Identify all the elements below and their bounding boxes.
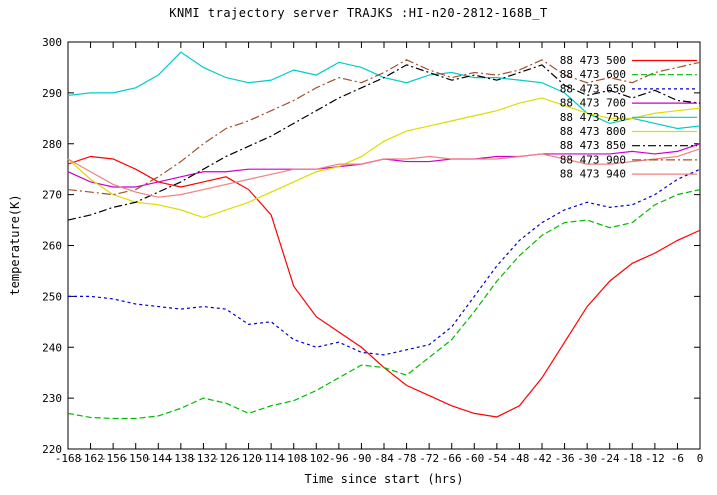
x-tick-label: -84 [374,452,394,465]
x-tick-label: -138 [168,452,195,465]
x-tick-label: -12 [645,452,665,465]
y-tick-label: 240 [42,341,62,354]
legend-label: 88 473 850 [560,139,626,152]
y-tick-label: 250 [42,290,62,303]
x-tick-label: -132 [190,452,217,465]
x-tick-label: -72 [419,452,439,465]
x-tick-label: -144 [145,452,172,465]
series-lines [67,51,701,420]
legend-label: 88 473 650 [560,82,626,95]
legend-label: 88 473 800 [560,125,626,138]
legend-label: 88 473 940 [560,168,626,181]
x-tick-label: -78 [397,452,417,465]
legend-label: 88 473 700 [560,97,626,110]
x-tick-label: -126 [213,452,240,465]
x-tick-label: -96 [329,452,349,465]
x-tick-label: -90 [351,452,371,465]
x-tick-label: -6 [671,452,684,465]
x-tick-label: -156 [100,452,127,465]
x-tick-label: -60 [464,452,484,465]
x-tick-label: -66 [442,452,462,465]
y-tick-label: 260 [42,240,62,253]
x-tick-label: -162 [77,452,104,465]
x-tick-label: -54 [487,452,507,465]
y-tick-label: 280 [42,138,62,151]
chart-title: KNMI trajectory server TRAJKS :HI-n20-28… [169,6,548,20]
y-tick-label: 230 [42,392,62,405]
y-tick-label: 300 [42,36,62,49]
x-tick-label: -108 [280,452,307,465]
x-tick-label: -30 [577,452,597,465]
x-tick-label: 0 [697,452,704,465]
x-tick-label: -114 [258,452,285,465]
y-tick-label: 290 [42,87,62,100]
x-tick-label: -24 [600,452,620,465]
legend-label: 88 473 750 [560,111,626,124]
x-tick-label: -36 [555,452,575,465]
x-tick-label: -48 [509,452,529,465]
series-88-473-500 [67,155,701,418]
x-tick-label: -42 [532,452,552,465]
y-ticks: 220 230 240 250 260 270 280 290 300 [42,36,700,456]
x-axis-label: Time since start (hrs) [304,472,464,486]
series-88-473-940 [67,148,701,198]
x-tick-label: -168 [55,452,82,465]
series-88-473-650 [68,168,701,356]
x-tick-label: -18 [622,452,642,465]
series-88-473-850 [67,64,701,221]
x-tick-label: -102 [303,452,330,465]
series-88-473-800 [67,97,701,219]
series-88-473-600 [67,188,701,420]
legend-label: 88 473 900 [560,153,626,166]
x-tick-label: -150 [122,452,149,465]
x-ticks: -168-162-156-150-144-138-132-126-120-114… [55,42,704,465]
y-tick-label: 220 [42,443,62,456]
x-tick-label: -120 [235,452,262,465]
legend-label: 88 473 500 [560,54,626,67]
y-tick-label: 270 [42,189,62,202]
legend-label: 88 473 600 [560,68,626,81]
